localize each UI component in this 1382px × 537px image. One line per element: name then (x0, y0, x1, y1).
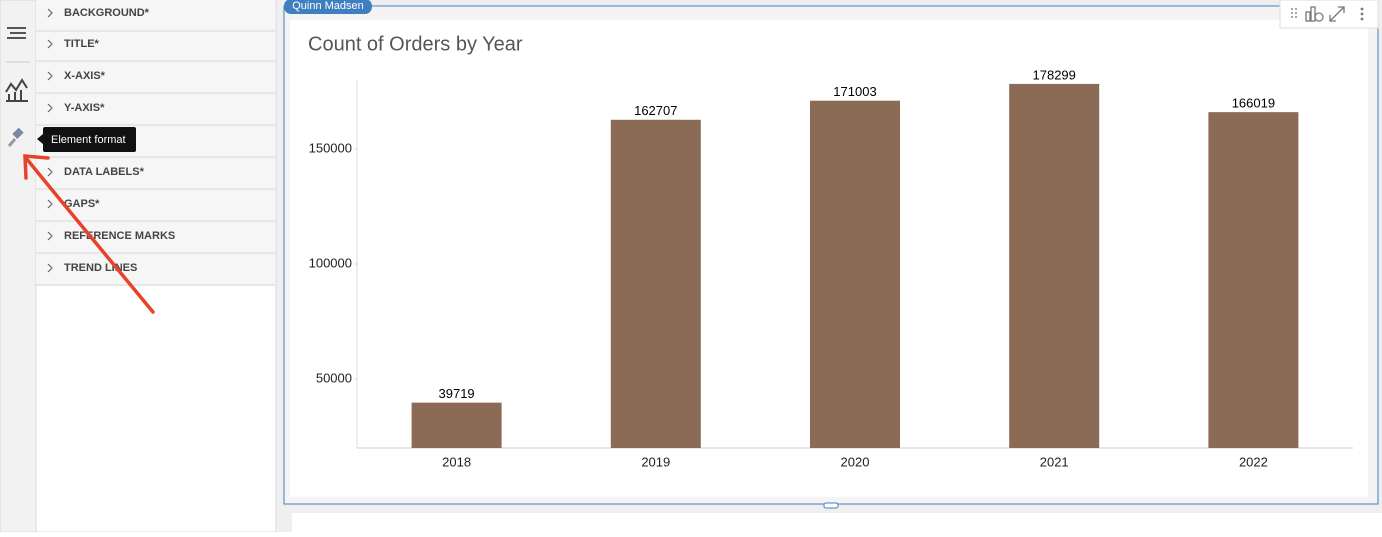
panel-item[interactable]: GAPS* (64, 198, 100, 210)
y-tick-label: 100000 (309, 255, 352, 270)
x-tick-label: 2022 (1239, 454, 1268, 469)
tooltip (43, 127, 136, 152)
tooltip-text: Element format (51, 134, 126, 146)
menu-icon[interactable] (7, 27, 26, 39)
panel-item[interactable]: X-AXIS* (64, 70, 106, 82)
x-tick-label: 2018 (442, 454, 471, 469)
panel-item[interactable]: TITLE* (64, 38, 100, 50)
resize-handle[interactable] (823, 502, 839, 509)
panel-item[interactable]: Y-AXIS* (64, 102, 105, 114)
chevron (47, 263, 53, 273)
panel-item[interactable]: BACKGROUND* (64, 7, 150, 19)
chart-title: Count of Orders by Year (308, 33, 523, 55)
chevron (47, 103, 53, 113)
bar (810, 100, 900, 448)
bar (1208, 112, 1299, 448)
data-label: 178299 (1033, 67, 1076, 82)
next-card (292, 513, 1382, 532)
annotation-arrow (23, 154, 155, 314)
more-icon[interactable] (1360, 7, 1364, 21)
y-tick-label: 150000 (309, 140, 352, 155)
x-tick-label: 2020 (841, 454, 870, 469)
panel-rows: BACKGROUND* TITLE* X-AXIS* Y-AXIS* DATA LABE… (36, 7, 275, 286)
toolbar-icons[interactable] (1291, 6, 1345, 22)
chevron (47, 167, 53, 177)
panel-item[interactable]: REFERENCE MARKS (64, 230, 175, 242)
data-label: 171003 (833, 84, 876, 99)
x-tick-label: 2021 (1040, 454, 1069, 469)
panel-item[interactable]: DATA LABELS* (64, 166, 145, 178)
chevron (47, 71, 53, 81)
data-label: 39719 (439, 386, 475, 401)
chevron (47, 199, 53, 209)
data-label: 166019 (1232, 96, 1275, 111)
data-label: 162707 (634, 103, 677, 118)
chevron (47, 8, 53, 18)
x-tick-label: 2019 (641, 454, 670, 469)
tooltip-pointer (37, 134, 43, 144)
chart-icon[interactable] (5, 78, 28, 102)
user-badge (284, 0, 372, 14)
plot: 50000 100000 150000 2018 39719 2019 162707 2020… (309, 67, 1353, 469)
brush-icon[interactable] (7, 127, 24, 147)
bar (610, 119, 701, 449)
chevron (47, 39, 53, 49)
y-tick-label: 50000 (316, 370, 352, 385)
panel-item[interactable]: TREND LINES (64, 262, 137, 274)
chevron (47, 231, 53, 241)
bar (1009, 83, 1100, 449)
icon-bar (0, 0, 37, 533)
bar (411, 402, 502, 448)
user-badge-text: Quinn Madsen (292, 0, 364, 12)
